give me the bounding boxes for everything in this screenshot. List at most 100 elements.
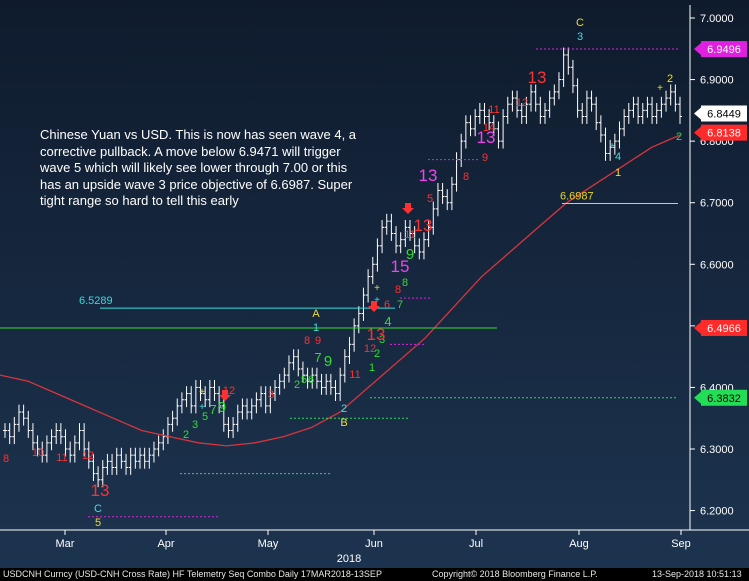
wave-label: 2	[667, 73, 673, 85]
sequence-count-label: 2	[183, 429, 189, 441]
wave-label: B	[340, 417, 347, 429]
wave-label: 5	[95, 517, 101, 529]
level-label-6-5289: 6.5289	[79, 295, 113, 307]
sequence-count-label: 13	[528, 68, 547, 87]
price-tag-box	[701, 389, 747, 406]
sequence-count-label: 12	[82, 450, 94, 462]
sequence-count-label: 5	[427, 193, 433, 205]
wave-label: 4	[615, 151, 621, 163]
sequence-count-label: 7	[209, 402, 216, 417]
signal-plus-marker: +	[374, 295, 380, 306]
sequence-count-label: 13	[477, 128, 496, 147]
price-tag: 6.9496	[694, 41, 747, 58]
sequence-count-label: 8	[402, 277, 408, 289]
price-tag: 6.4966	[694, 319, 747, 336]
sequence-count-label: 9	[218, 399, 226, 416]
price-tag-label: 6.8138	[707, 128, 741, 140]
price-tag-label: 6.3832	[707, 393, 741, 405]
sequence-count-label: 10	[32, 447, 44, 459]
price-tag-pointer	[694, 126, 701, 139]
sequence-count-label: 8	[304, 335, 310, 347]
price-tag: 6.8449	[694, 105, 747, 122]
sequence-count-label: 4	[384, 314, 391, 329]
sequence-count-label: 11	[349, 369, 360, 381]
sequence-count-label: 9	[406, 246, 414, 263]
y-tick-label: 6.9000	[700, 75, 734, 87]
price-tag-label: 6.4966	[707, 323, 741, 335]
wave-label: A	[312, 308, 320, 320]
price-tag-pointer	[694, 43, 701, 56]
signal-arrow-down	[368, 301, 380, 312]
price-tag-box	[701, 41, 747, 58]
sequence-count-label: 6	[384, 299, 390, 311]
signal-plus-marker: +	[199, 387, 205, 398]
price-tag-box	[701, 105, 747, 122]
y-tick-label: 6.6000	[700, 259, 734, 271]
sequence-count-label: 13	[367, 325, 386, 344]
sequence-count-label: 8	[3, 453, 9, 465]
sequence-count-label: 15	[391, 257, 410, 276]
x-tick-label: Jun	[365, 538, 383, 550]
sequence-count-label: 3	[379, 334, 385, 346]
x-tick-label: Jul	[469, 538, 483, 550]
price-tag-pointer	[694, 107, 701, 120]
x-tick-label: Apr	[157, 538, 174, 550]
sequence-count-label: 7	[397, 299, 403, 311]
wave-label: 3	[577, 31, 583, 43]
signal-arrow-down	[219, 390, 231, 401]
y-tick-label: 6.2000	[700, 506, 734, 518]
sequence-count-label: 2	[294, 379, 300, 391]
wave-label: 2	[341, 403, 347, 415]
sequence-count-label: 11	[488, 104, 499, 116]
sequence-count-label: 5	[301, 374, 307, 386]
footer-instrument: USDCNH Curncy (USD-CNH Cross Rate) HF Te…	[3, 569, 382, 579]
price-tag-box	[701, 319, 747, 336]
sequence-count-label: 8	[395, 284, 401, 296]
price-tag-box	[701, 124, 747, 141]
signal-plus-marker: +	[657, 83, 663, 94]
x-tick-label: Sep	[671, 538, 691, 550]
sequence-count-label: 13	[414, 216, 433, 235]
price-tag: 6.8138	[694, 124, 747, 141]
y-tick-label: 7.0000	[700, 13, 734, 25]
x-tick-label: May	[258, 538, 279, 550]
x-tick-label: Aug	[569, 538, 589, 550]
sequence-count-label: 5	[202, 411, 208, 423]
wave-label: C	[94, 503, 102, 515]
y-tick-label: 6.7000	[700, 198, 734, 210]
x-tick-label: Mar	[56, 538, 75, 550]
price-tag-label: 6.8449	[707, 108, 741, 120]
footer-copyright: Copyright© 2018 Bloomberg Finance L.P.	[432, 569, 598, 579]
sequence-count-label: 9	[324, 353, 332, 370]
sequence-count-label: 9	[315, 335, 321, 347]
chart-footer: USDCNH Curncy (USD-CNH Cross Rate) HF Te…	[0, 568, 749, 581]
sequence-count-label: 12	[516, 97, 528, 109]
wave-label: C	[576, 17, 584, 29]
price-chart: 7.00006.90006.80006.70006.60006.50006.40…	[0, 5, 749, 565]
sequence-count-label: 6	[308, 374, 314, 386]
sequence-count-label: 13	[91, 481, 110, 500]
wave-label: 1	[313, 322, 319, 334]
price-tag-label: 6.9496	[707, 44, 741, 56]
sequence-count-label: 7	[314, 350, 321, 365]
x-year-label: 2018	[337, 553, 361, 565]
sequence-count-label: 14	[483, 122, 495, 134]
sequence-count-label: 2	[676, 131, 682, 143]
price-tag-pointer	[694, 321, 701, 334]
sequence-count-label: 9	[482, 152, 488, 164]
moving-average-line	[0, 134, 681, 447]
price-tag: 6.3832	[694, 389, 747, 406]
sequence-count-label: 2	[374, 348, 380, 360]
signal-plus-marker: +	[199, 402, 205, 413]
level-label-6-6987: 6.6987	[560, 191, 594, 203]
price-tag-pointer	[694, 391, 701, 404]
y-tick-label: 6.3000	[700, 444, 734, 456]
sequence-count-label: 12	[364, 343, 376, 355]
signal-arrow-down	[402, 203, 414, 214]
sequence-count-label: 1	[369, 362, 375, 374]
sequence-count-label: 3	[192, 419, 198, 431]
wave-label: 1	[615, 167, 621, 179]
signal-plus-marker: +	[609, 141, 615, 152]
chart-annotation: Chinese Yuan vs USD. This is now has see…	[40, 127, 357, 208]
sequence-count-label: 8	[463, 171, 469, 183]
